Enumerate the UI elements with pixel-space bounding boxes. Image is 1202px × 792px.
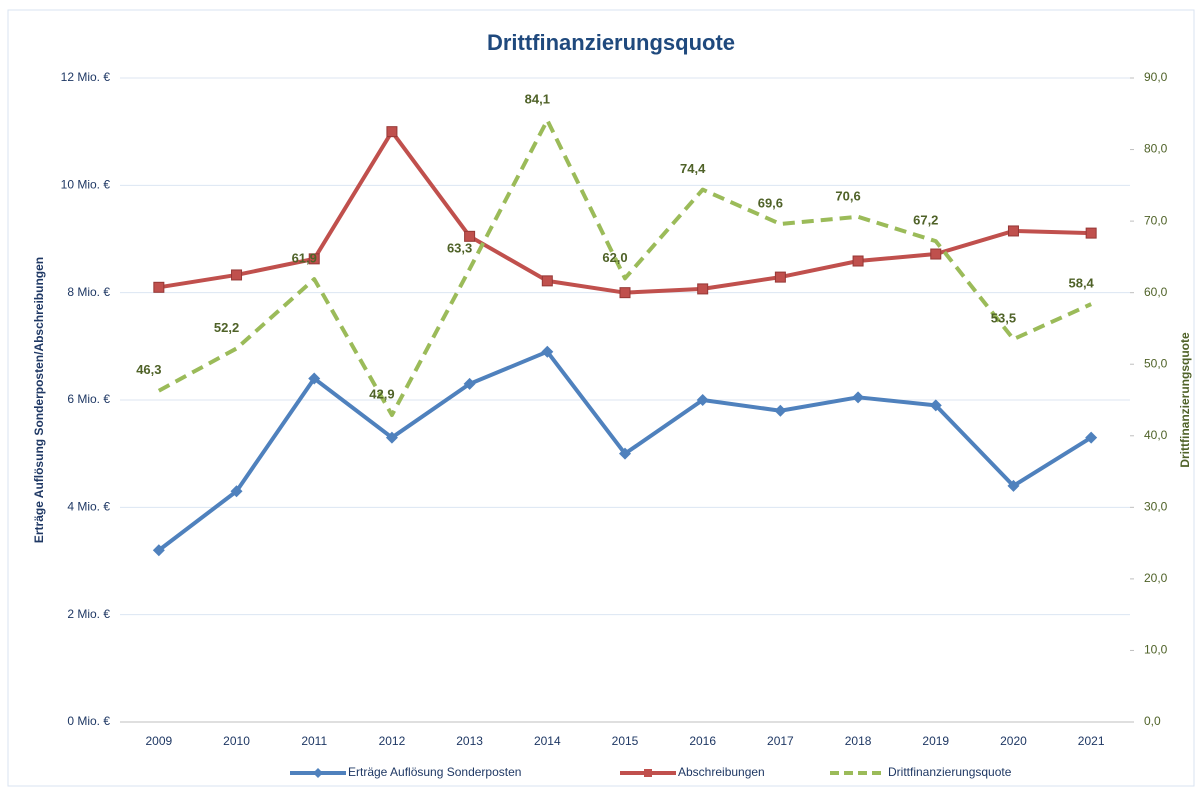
x-tick-label: 2020 [1000,734,1027,748]
x-tick-label: 2018 [845,734,872,748]
data-label: 61,9 [292,251,317,266]
x-tick-label: 2011 [301,734,327,748]
marker [619,287,631,299]
x-tick-label: 2015 [612,734,639,748]
x-tick-label: 2017 [767,734,794,748]
marker [930,248,942,260]
marker [697,283,709,295]
legend-label: Erträge Auflösung Sonderposten [348,765,521,779]
y-tick-label: 2 Mio. € [67,607,110,621]
x-tick-label: 2021 [1078,734,1105,748]
marker [774,271,786,283]
y2-tick-label: 20,0 [1144,571,1168,585]
data-label: 70,6 [835,188,860,203]
marker [1007,225,1019,237]
data-label: 46,3 [136,362,161,377]
marker [231,269,243,281]
marker [463,377,476,390]
marker [929,399,942,412]
y-tick-label: 0 Mio. € [67,714,110,728]
marker [852,391,865,404]
y-tick-label: 6 Mio. € [67,392,110,406]
marker [308,253,320,265]
data-label: 67,2 [913,213,938,228]
marker [308,372,321,385]
marker [1085,431,1098,444]
data-label: 52,2 [214,320,239,335]
marker [386,126,398,138]
marker [619,447,631,460]
y2-tick-label: 50,0 [1144,356,1168,370]
y2-tick-label: 60,0 [1144,285,1168,299]
y2-tick-label: 0,0 [1144,714,1161,728]
x-tick-label: 2016 [689,734,716,748]
data-label: 74,4 [680,161,706,176]
data-label: 84,1 [525,92,550,107]
y-axis-label: Erträge Auflösung Sonderposten/Abschreib… [32,257,46,543]
legend-marker [313,768,323,778]
data-label: 53,5 [991,311,1016,326]
series-line [157,118,1092,418]
marker [464,230,476,242]
y2-tick-label: 30,0 [1144,500,1168,514]
marker [774,404,787,417]
marker [153,281,165,293]
marker [852,255,864,267]
x-tick-label: 2009 [145,734,172,748]
x-tick-label: 2019 [922,734,949,748]
x-tick-label: 2010 [223,734,250,748]
data-label: 63,3 [447,240,472,255]
data-label: 69,6 [758,195,783,210]
x-tick-label: 2014 [534,734,561,748]
y-tick-label: 10 Mio. € [61,178,111,192]
marker [541,275,553,287]
chart-border [7,9,1195,787]
legend-marker [644,769,652,777]
marker [1085,227,1097,239]
y-tick-label: 12 Mio. € [61,70,111,84]
x-tick-label: 2013 [456,734,483,748]
y-tick-label: 8 Mio. € [67,285,110,299]
y2-tick-label: 90,0 [1144,70,1168,84]
marker [385,431,398,444]
x-tick-label: 2012 [379,734,406,748]
y2-tick-label: 70,0 [1144,213,1168,227]
y-tick-label: 4 Mio. € [67,500,110,514]
marker [1007,479,1020,492]
y2-axis-label: Drittfinanzierungsquote [1178,332,1192,468]
y2-tick-label: 80,0 [1144,142,1168,156]
chart-title: Drittfinanzierungsquote [487,30,735,55]
y2-tick-label: 40,0 [1144,428,1168,442]
marker [696,394,709,406]
data-label: 42,9 [369,386,394,401]
marker [230,485,243,498]
marker [152,544,165,557]
data-label: 62,0 [602,250,627,265]
legend-label: Abschreibungen [678,765,765,779]
legend-label: Drittfinanzierungsquote [888,765,1012,779]
marker [541,345,554,358]
y2-tick-label: 10,0 [1144,643,1168,657]
data-label: 58,4 [1068,276,1094,291]
